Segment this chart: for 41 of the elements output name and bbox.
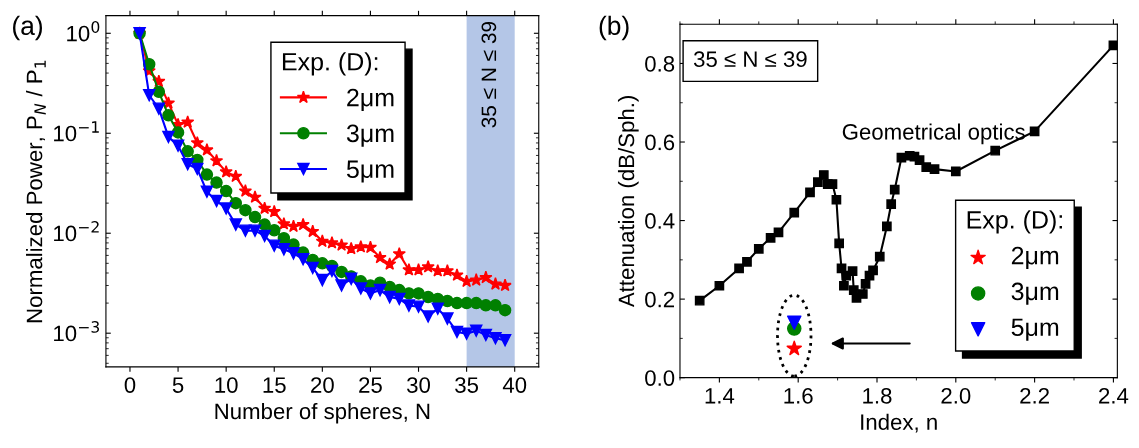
legend-label: 5μm (346, 160, 394, 183)
text: (b) (599, 15, 629, 41)
annotation: 35 ≤ N ≤ 39 (693, 51, 807, 68)
x-tick-label: 40 (502, 377, 527, 393)
y-tick-label: 10$^{−3}$ (54, 321, 100, 342)
x-axis-title: Index, n (861, 413, 937, 433)
y-tick-label: 10$^{−1}$ (54, 121, 99, 142)
y-tick-label: 0.4 (645, 213, 675, 229)
text: (a) (13, 15, 42, 41)
legend-label: 3μm (346, 124, 394, 147)
y-tick-label: 0.0 (645, 370, 675, 386)
legend-title: Exp. (D): (967, 210, 1062, 234)
x-tick-label: 1.6 (784, 387, 813, 404)
x-tick-label: 1.8 (863, 387, 892, 404)
y-tick-label: 10$^{0}$ (67, 21, 100, 42)
y-tick-label: 0.8 (645, 56, 675, 72)
legend-label: 2μm (347, 88, 394, 111)
x-tick-label: 10 (215, 377, 238, 393)
legend-label: 5μm (1011, 318, 1059, 341)
x-tick-label: 25 (359, 377, 382, 393)
y-axis-title: Normalized Power, P$_{N}$ / P$_{1}$ (26, 60, 46, 323)
x-tick-label: 2.4 (1099, 387, 1129, 404)
y-axis-title: Attenuation (dB/Sph.) (617, 96, 639, 308)
band-label: 35 ≤ N ≤ 39 (481, 21, 497, 128)
x-tick-label: 30 (407, 377, 431, 393)
x-tick-label: 2.2 (1020, 387, 1049, 404)
x-tick-label: 5 (172, 377, 184, 393)
x-tick-label: 20 (311, 377, 334, 393)
x-tick-label: 2.0 (941, 387, 971, 404)
x-tick-label: 35 (455, 377, 479, 393)
y-tick-label: 0.2 (645, 291, 675, 308)
x-tick-label: 0 (124, 377, 136, 393)
x-tick-label: 1.4 (705, 388, 735, 404)
annotation: Geometrical optics (842, 123, 1025, 145)
y-tick-label: 10$^{−2}$ (54, 221, 99, 242)
legend-label: 3μm (1011, 282, 1059, 305)
y-tick-label: 0.6 (645, 134, 675, 151)
x-tick-label: 15 (263, 377, 286, 393)
x-axis-title: Number of spheres, N (215, 402, 430, 424)
legend-label: 2μm (1011, 246, 1059, 270)
legend-title: Exp. (D): (282, 52, 378, 76)
